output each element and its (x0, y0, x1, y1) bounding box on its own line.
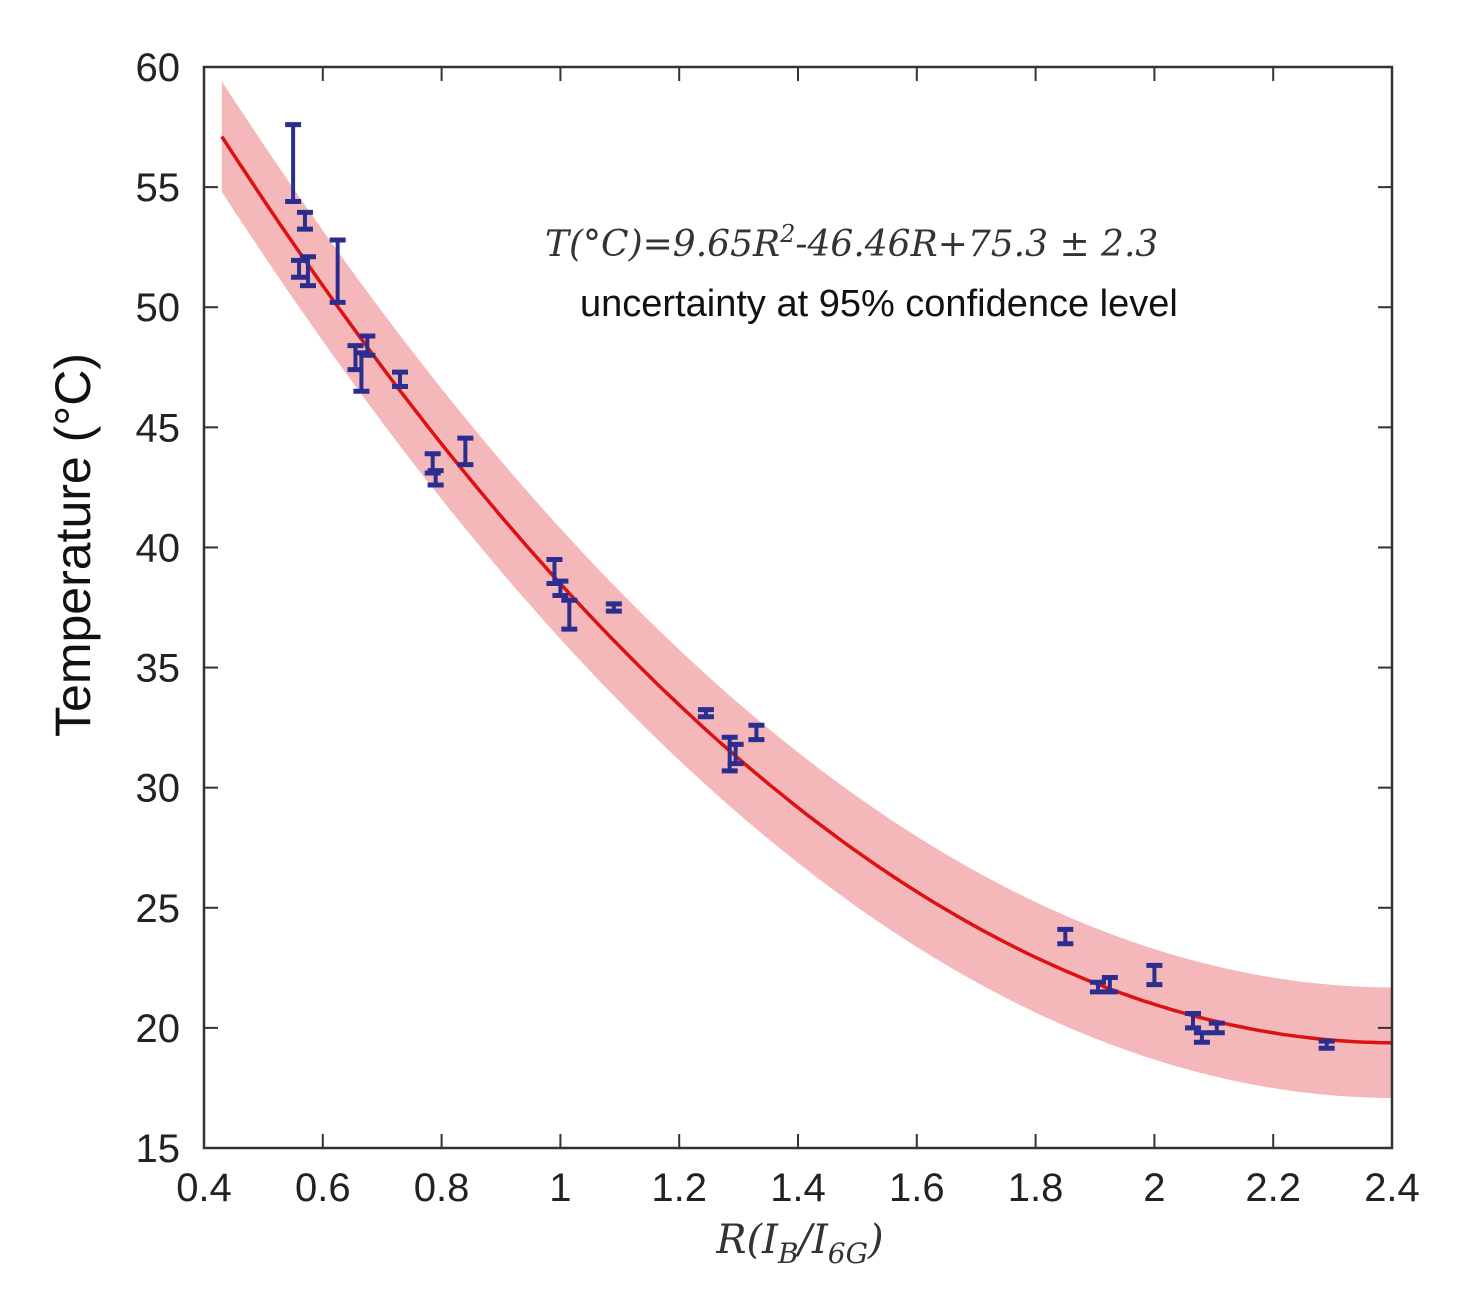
x-tick-label: 2.4 (1364, 1166, 1420, 1210)
y-tick-label: 60 (136, 46, 181, 90)
data-point-errorbar (359, 333, 376, 358)
y-tick-label: 45 (136, 406, 181, 450)
x-tick-label: 1 (549, 1166, 571, 1210)
confidence-band (221, 81, 1392, 1099)
fit-equation-annotation: T(°C)=9.65R2-46.46R+75.3 ± 2.3 (545, 220, 1158, 265)
data-point-errorbar (1146, 962, 1163, 988)
data-point-errorbar (1208, 1020, 1225, 1036)
x-tick-label: 1.4 (770, 1166, 826, 1210)
data-point-errorbar (1057, 926, 1074, 947)
x-tick-label: 2.2 (1245, 1166, 1301, 1210)
data-point-errorbar (285, 122, 302, 205)
data-point-errorbar (329, 237, 346, 305)
data-point-errorbar (427, 468, 444, 488)
data-point-errorbar (1101, 974, 1118, 995)
fit-curve (220, 135, 1392, 1045)
data-point-errorbar (748, 722, 765, 743)
data-point-errorbar (457, 435, 474, 468)
y-tick-label: 40 (136, 526, 181, 570)
data-point-errorbar (561, 597, 578, 632)
y-tick-label: 20 (136, 1007, 181, 1051)
x-tick-label: 1.6 (889, 1166, 945, 1210)
x-tick-label: 2 (1143, 1166, 1165, 1210)
x-tick-label: 0.6 (295, 1166, 351, 1210)
confidence-note: uncertainty at 95% confidence level (580, 283, 1178, 325)
data-point-errorbar (1185, 1010, 1202, 1031)
data-point-errorbar (727, 741, 744, 767)
data-point-errorbar (299, 254, 316, 289)
data-point-errorbar (605, 601, 622, 614)
y-tick-label: 55 (136, 166, 181, 210)
y-tick-label: 35 (136, 647, 181, 691)
y-tick-label: 25 (136, 887, 181, 931)
y-tick-label: 15 (136, 1127, 181, 1171)
x-tick-label: 1.8 (1008, 1166, 1064, 1210)
data-point-errorbar (1193, 1030, 1210, 1045)
data-point-errorbar (697, 707, 714, 720)
data-points-layer (285, 122, 1335, 1051)
y-tick-label: 50 (136, 286, 181, 330)
data-point-errorbar (291, 257, 308, 280)
data-point-errorbar (296, 209, 313, 232)
y-tick-label: 30 (136, 767, 181, 811)
x-tick-label: 0.8 (414, 1166, 470, 1210)
data-point-errorbar (552, 578, 569, 598)
x-axis-title: R(IB/I6G) (715, 1217, 883, 1270)
fit-curve-layer (220, 135, 1392, 1045)
x-tick-label: 1.2 (651, 1166, 707, 1210)
confidence-band-layer (221, 81, 1392, 1099)
x-tick-label: 0.4 (176, 1166, 232, 1210)
axis-ticks-layer: 0.4 0.6 0.8 1 1.2 1.4 1.6 1.8 2 2.2 2.4 15 20 25 30 35 4… (136, 46, 1420, 1210)
y-axis-title: Temperature (°C) (45, 353, 101, 737)
data-point-errorbar (392, 369, 409, 389)
data-point-errorbar (1318, 1038, 1335, 1051)
